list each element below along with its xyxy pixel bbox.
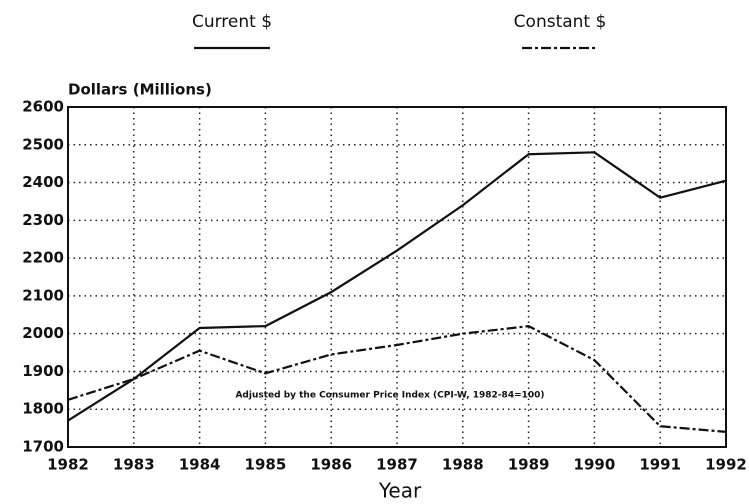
x-tick-label: 1988 [442,456,484,474]
line-series [67,324,727,433]
y-tick-label: 1700 [22,438,64,456]
x-tick-label: 1982 [47,456,89,474]
y-tick-label: 2100 [22,286,64,304]
legend-label: Current $ [192,12,272,32]
y-tick-label: 2300 [22,211,64,229]
annotation: Adjusted by the Consumer Price Index (CP… [235,391,544,401]
x-tick-label: 1983 [113,456,155,474]
y-tick-label: 2400 [22,173,64,191]
y-tick-label: 1900 [22,362,64,380]
x-tick-label: 1990 [574,456,616,474]
y-axis-label: Dollars (Millions) [68,81,212,99]
x-axis-label: Year [378,479,422,503]
x-tick-label: 1987 [376,456,418,474]
plot-frame [67,106,727,448]
x-tick-label: 1989 [508,456,550,474]
x-tick-label: 1992 [705,456,747,474]
legend-label: Constant $ [514,12,607,32]
y-tick-label: 2500 [22,135,64,153]
y-tick-label: 2000 [22,324,64,342]
y-tick-label: 1800 [22,400,64,418]
x-tick-label: 1986 [310,456,352,474]
x-tick-label: 1984 [179,456,221,474]
line-series [67,151,727,422]
y-tick-label: 2600 [22,98,64,116]
x-tick-label: 1991 [639,456,681,474]
x-tick-label: 1985 [245,456,287,474]
y-tick-label: 2200 [22,249,64,267]
